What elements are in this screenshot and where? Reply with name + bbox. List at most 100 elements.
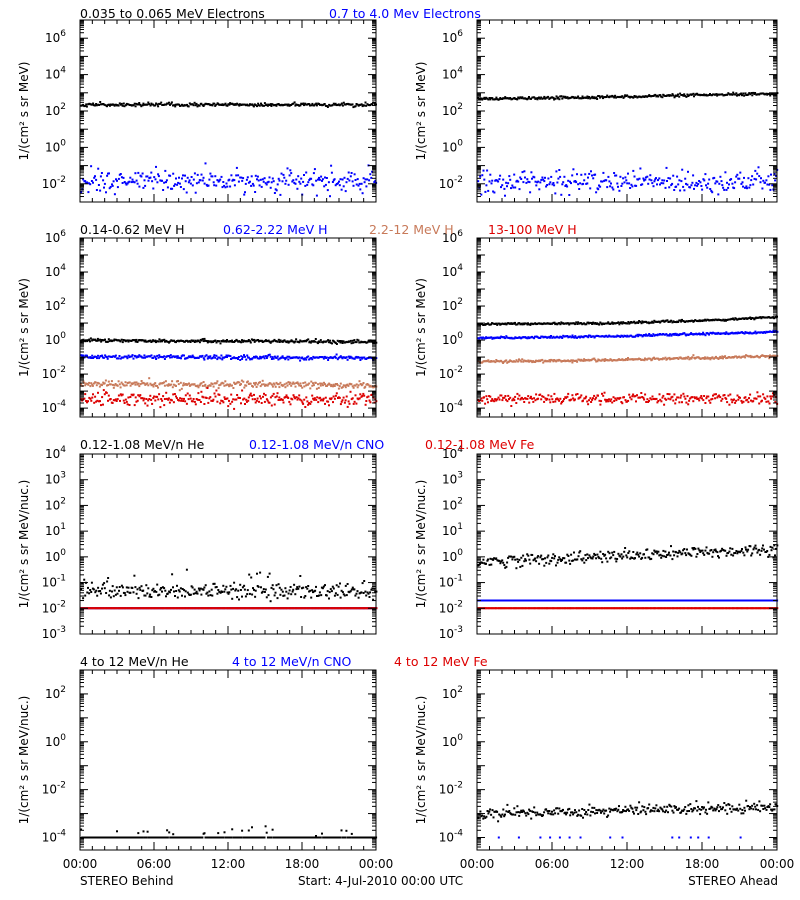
data-point: [769, 188, 772, 191]
data-point: [325, 177, 328, 179]
data-point: [103, 186, 105, 189]
data-point: [568, 335, 571, 338]
data-point: [574, 398, 576, 401]
data-point: [593, 394, 596, 397]
data-point: [169, 354, 172, 357]
data-point: [314, 103, 317, 106]
data-point: [262, 588, 265, 591]
data-point: [735, 175, 738, 178]
data-point: [515, 336, 517, 339]
data-point: [93, 401, 96, 404]
data-point: [607, 400, 610, 403]
data-point: [107, 338, 110, 341]
data-point: [692, 174, 695, 177]
data-point: [275, 104, 278, 107]
data-point: [184, 174, 186, 177]
data-point: [354, 179, 357, 181]
plot-frame: [79, 237, 377, 418]
data-point: [323, 185, 326, 188]
data-point: [211, 357, 214, 359]
data-point: [155, 358, 158, 360]
data-point: [477, 180, 480, 183]
data-point: [239, 397, 241, 399]
data-point: [348, 103, 351, 106]
data-point: [566, 96, 569, 99]
data-point: [735, 331, 738, 334]
data-point: [339, 340, 341, 342]
data-point: [754, 169, 757, 172]
data-point: [169, 340, 171, 343]
data-point: [337, 585, 340, 588]
data-point: [305, 171, 308, 174]
data-point: [615, 96, 618, 99]
data-point: [119, 357, 122, 360]
data-point: [124, 398, 127, 401]
data-point: [91, 396, 94, 399]
data-point: [233, 407, 236, 410]
data-point: [296, 187, 299, 190]
data-point: [483, 178, 486, 181]
data-point: [274, 591, 277, 594]
data-point: [150, 171, 153, 174]
data-point: [746, 398, 749, 401]
data-point: [563, 175, 566, 178]
data-point: [756, 93, 758, 96]
data-point: [159, 382, 162, 385]
data-point: [709, 319, 712, 322]
data-point: [193, 383, 196, 386]
data-point: [769, 354, 771, 357]
data-point: [533, 176, 536, 179]
data-point: [231, 384, 233, 387]
data-point: [355, 183, 358, 186]
data-point: [185, 191, 188, 194]
data-point: [278, 341, 281, 343]
data-point: [771, 395, 774, 398]
data-point: [332, 383, 335, 386]
data-point: [619, 175, 622, 178]
data-point: [617, 335, 619, 338]
data-point: [270, 383, 273, 386]
data-point: [175, 355, 178, 358]
data-point: [740, 317, 743, 320]
data-point: [742, 332, 745, 334]
data-point: [655, 397, 658, 400]
data-point: [344, 357, 347, 359]
data-point: [338, 396, 341, 399]
data-point: [156, 395, 159, 398]
data-point: [176, 183, 179, 186]
data-point: [156, 385, 158, 387]
data-point: [492, 336, 495, 339]
data-point: [659, 183, 661, 186]
data-point: [506, 336, 509, 339]
data-point: [219, 178, 222, 181]
data-point: [715, 93, 718, 96]
data-point: [688, 358, 691, 361]
data-point: [368, 399, 371, 402]
data-point: [146, 404, 149, 407]
data-point: [246, 354, 249, 357]
data-point: [527, 97, 530, 100]
data-point: [85, 105, 88, 108]
data-point: [648, 399, 650, 402]
data-point: [136, 399, 139, 402]
data-point: [311, 589, 314, 592]
data-point: [763, 355, 766, 357]
data-point: [703, 357, 706, 360]
data-point: [567, 322, 570, 325]
data-point: [677, 396, 680, 399]
data-point: [666, 94, 669, 97]
data-point: [111, 183, 113, 186]
data-point: [554, 192, 557, 195]
data-point: [678, 95, 681, 98]
data-point: [97, 354, 99, 357]
data-point: [360, 591, 363, 594]
data-point: [527, 359, 530, 362]
data-point: [189, 355, 192, 358]
data-point: [95, 103, 98, 105]
data-point: [365, 185, 368, 188]
data-point: [754, 397, 757, 400]
data-point: [178, 399, 180, 402]
data-point: [648, 94, 651, 97]
data-point: [94, 395, 97, 398]
data-point: [178, 182, 181, 185]
